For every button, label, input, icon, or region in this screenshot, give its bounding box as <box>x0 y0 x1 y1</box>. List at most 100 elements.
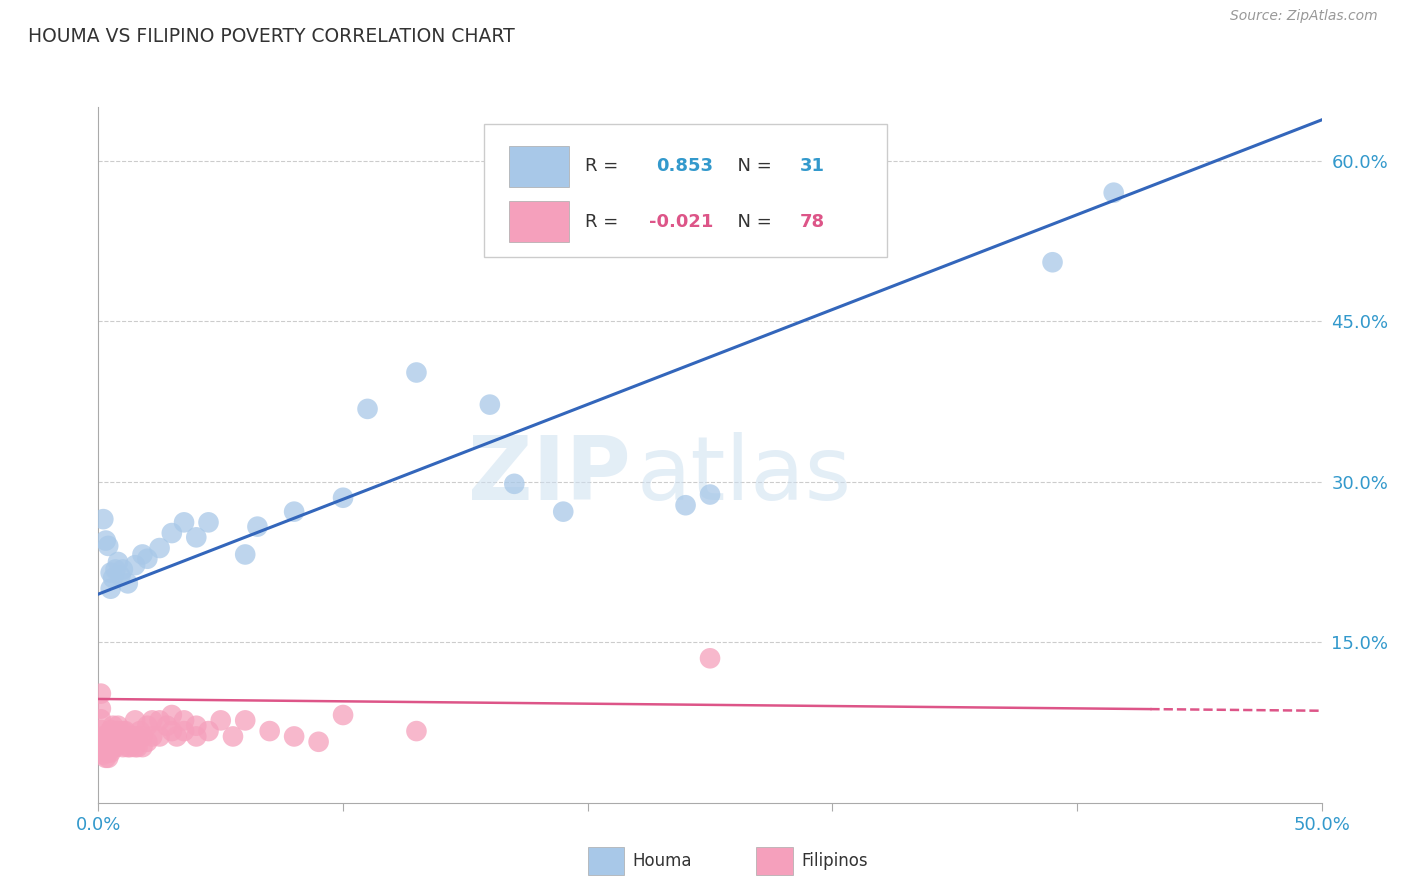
Point <box>100 746 122 760</box>
Point <box>124 740 146 755</box>
Point <box>136 735 159 749</box>
Point <box>101 730 124 744</box>
Point <box>127 740 149 755</box>
Point <box>104 735 127 749</box>
Point <box>97 539 120 553</box>
Point <box>332 708 354 723</box>
Point <box>160 724 183 739</box>
Point <box>94 740 117 755</box>
Point <box>149 730 172 744</box>
Point <box>1102 186 1125 200</box>
Point <box>101 740 124 755</box>
Point <box>104 730 127 744</box>
FancyBboxPatch shape <box>509 202 569 243</box>
Point <box>166 730 188 744</box>
Point <box>107 724 129 739</box>
Point <box>173 724 195 739</box>
Point <box>120 740 142 755</box>
Point <box>117 730 139 744</box>
Point <box>90 687 112 701</box>
Point <box>131 548 153 562</box>
Point <box>107 719 129 733</box>
Point <box>107 735 129 749</box>
Point <box>136 719 159 733</box>
Point <box>110 569 132 583</box>
Point <box>94 746 117 760</box>
Point <box>405 366 427 380</box>
Point <box>141 730 163 744</box>
Point <box>114 735 136 749</box>
Point <box>173 516 195 530</box>
Point <box>100 582 122 596</box>
Point <box>131 740 153 755</box>
Point <box>91 740 114 755</box>
Point <box>104 740 127 755</box>
Point <box>117 740 139 755</box>
Point <box>209 714 232 728</box>
Point <box>405 724 427 739</box>
Point <box>104 562 127 576</box>
Point <box>124 714 146 728</box>
Point <box>111 562 134 576</box>
Point <box>124 730 146 744</box>
Text: R =: R = <box>585 157 624 175</box>
Text: R =: R = <box>585 213 624 231</box>
Point <box>308 735 330 749</box>
Text: Houma: Houma <box>633 852 692 870</box>
Point <box>111 730 134 744</box>
Text: -0.021: -0.021 <box>650 213 713 231</box>
Point <box>97 730 120 744</box>
Point <box>356 401 378 416</box>
Point <box>91 512 114 526</box>
Point <box>332 491 354 505</box>
Point <box>478 398 501 412</box>
Point <box>127 730 149 744</box>
Point <box>94 730 117 744</box>
Point <box>197 516 219 530</box>
Point <box>246 519 269 533</box>
Point <box>100 730 122 744</box>
Point <box>100 566 122 580</box>
Point <box>91 747 114 762</box>
Point <box>100 735 122 749</box>
Point <box>173 714 195 728</box>
Point <box>503 476 526 491</box>
Point <box>186 719 208 733</box>
Point <box>699 487 721 501</box>
Text: ZIP: ZIP <box>468 433 630 519</box>
Text: N =: N = <box>725 157 778 175</box>
Point <box>111 724 134 739</box>
Point <box>1042 255 1064 269</box>
Text: 78: 78 <box>800 213 824 231</box>
Text: N =: N = <box>725 213 778 231</box>
Point <box>186 530 208 544</box>
Point <box>114 724 136 739</box>
Point <box>131 730 153 744</box>
Point <box>91 733 114 747</box>
Point <box>100 723 122 737</box>
Point <box>186 730 208 744</box>
Text: Source: ZipAtlas.com: Source: ZipAtlas.com <box>1230 9 1378 23</box>
Point <box>101 735 124 749</box>
Point <box>149 714 172 728</box>
Point <box>97 735 120 749</box>
Point <box>97 740 120 755</box>
Point <box>91 730 114 744</box>
Point <box>233 714 256 728</box>
Point <box>110 735 132 749</box>
Point <box>675 498 697 512</box>
Point <box>107 555 129 569</box>
FancyBboxPatch shape <box>509 145 569 186</box>
Point <box>141 714 163 728</box>
Text: HOUMA VS FILIPINO POVERTY CORRELATION CHART: HOUMA VS FILIPINO POVERTY CORRELATION CH… <box>28 27 515 45</box>
Point <box>149 541 172 555</box>
Point <box>101 571 124 585</box>
FancyBboxPatch shape <box>484 124 887 257</box>
Point <box>259 724 281 739</box>
Point <box>283 730 305 744</box>
Point <box>94 735 117 749</box>
Point <box>120 730 142 744</box>
Text: Filipinos: Filipinos <box>801 852 868 870</box>
Point <box>222 730 245 744</box>
Point <box>90 723 112 737</box>
